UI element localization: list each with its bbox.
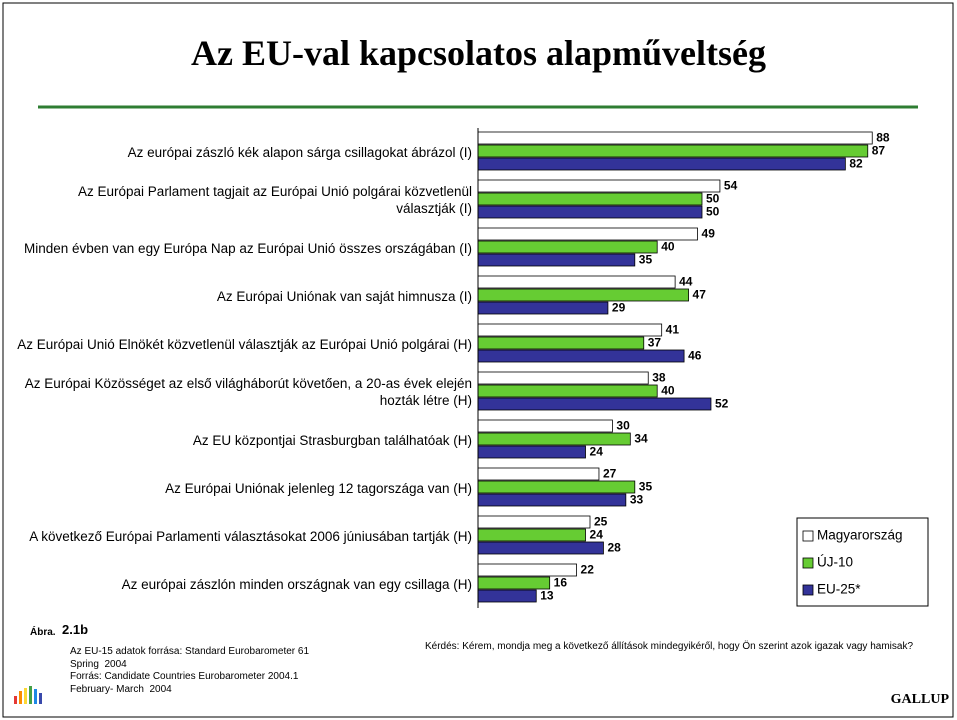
legend-label: ÚJ-10 xyxy=(817,555,853,570)
category-label: Az európai zászlón minden országnak van … xyxy=(121,576,472,592)
bar xyxy=(477,493,627,507)
value-label: 29 xyxy=(612,301,626,315)
bar xyxy=(477,515,591,529)
question: Kérdés: Kérem, mondja meg a következő ál… xyxy=(425,641,914,652)
bar xyxy=(477,131,873,145)
category-label: A következő Európai Parlamenti választás… xyxy=(29,528,472,544)
bar xyxy=(477,467,600,481)
value-label: 87 xyxy=(872,144,886,158)
bar xyxy=(477,384,658,398)
bar xyxy=(477,144,869,158)
bar xyxy=(477,336,645,350)
category-label: Az Európai Parlament tagjait az Európai … xyxy=(78,184,472,216)
bar xyxy=(477,240,658,254)
value-label: 35 xyxy=(639,480,653,494)
bar xyxy=(477,563,577,577)
figure-label: Ábra. xyxy=(30,627,56,638)
value-label: 27 xyxy=(603,467,617,481)
bar xyxy=(477,253,636,267)
bar xyxy=(477,371,649,385)
bar xyxy=(477,179,721,193)
bar xyxy=(477,419,613,433)
value-label: 30 xyxy=(616,419,630,433)
category-label: Az EU központjai Strasburgban találhatóa… xyxy=(192,432,472,448)
bar xyxy=(477,227,698,241)
value-label: 49 xyxy=(702,227,716,241)
category-label: Az Európai Uniónak jelenleg 12 tagország… xyxy=(165,480,472,496)
value-label: 52 xyxy=(715,397,729,411)
bar xyxy=(477,397,712,411)
value-label: 22 xyxy=(581,563,595,577)
bar xyxy=(477,576,551,590)
category-label: Az Európai Közösséget az első világhábor… xyxy=(24,376,472,408)
value-label: 24 xyxy=(590,528,604,542)
value-label: 50 xyxy=(706,205,720,219)
bar xyxy=(477,528,586,542)
legend-swatch xyxy=(802,557,814,569)
source-line: February- March 2004 xyxy=(70,683,172,695)
bar xyxy=(477,157,846,171)
legend-box xyxy=(796,517,929,607)
bar xyxy=(477,301,609,315)
logo xyxy=(14,686,42,704)
chart-title: Az EU-val kapcsolatos alapműveltség xyxy=(191,33,766,73)
legend-swatch xyxy=(802,530,814,542)
bar xyxy=(477,205,703,219)
bar xyxy=(477,480,636,494)
bar xyxy=(477,275,676,289)
value-label: 88 xyxy=(876,131,890,145)
value-label: 28 xyxy=(607,541,621,555)
bar xyxy=(477,541,604,555)
value-label: 13 xyxy=(540,589,554,603)
category-label: Az európai zászló kék alapon sárga csill… xyxy=(127,144,472,160)
category-label: Minden évben van egy Európa Nap az Európ… xyxy=(23,240,472,256)
value-label: 44 xyxy=(679,275,693,289)
bar xyxy=(477,323,663,337)
value-label: 35 xyxy=(639,253,653,267)
value-label: 38 xyxy=(652,371,666,385)
value-label: 47 xyxy=(693,288,707,302)
legend-swatch xyxy=(802,584,814,596)
source-line: Az EU-15 adatok forrása: Standard Euroba… xyxy=(70,646,310,657)
value-label: 46 xyxy=(688,349,702,363)
bar xyxy=(477,192,703,206)
value-label: 41 xyxy=(666,323,680,337)
value-label: 25 xyxy=(594,515,608,529)
value-label: 37 xyxy=(648,336,662,350)
source-line: Forrás: Candidate Countries Eurobaromete… xyxy=(70,671,299,682)
bar xyxy=(477,589,537,603)
bar xyxy=(477,445,586,459)
value-label: 82 xyxy=(849,157,863,171)
value-label: 33 xyxy=(630,493,644,507)
source-line: Spring 2004 xyxy=(70,658,127,670)
value-label: 50 xyxy=(706,192,720,206)
legend-label: EU-25* xyxy=(817,582,861,597)
bar xyxy=(477,349,685,363)
bar xyxy=(477,288,689,302)
figure-number: 2.1b xyxy=(62,622,89,637)
value-label: 40 xyxy=(661,384,675,398)
value-label: 54 xyxy=(724,179,738,193)
category-label: Az Európai Unió Elnökét közvetlenül vála… xyxy=(17,336,472,352)
category-label: Az Európai Uniónak van saját himnusza (I… xyxy=(216,288,472,304)
legend-label: Magyarország xyxy=(817,528,903,543)
value-label: 16 xyxy=(554,576,568,590)
sources: Az EU-15 adatok forrása: Standard Euroba… xyxy=(70,646,309,696)
value-label: 24 xyxy=(590,445,604,459)
bar xyxy=(477,432,631,446)
value-label: 40 xyxy=(661,240,675,254)
brand: GALLUP xyxy=(890,692,949,707)
value-label: 34 xyxy=(634,432,648,446)
